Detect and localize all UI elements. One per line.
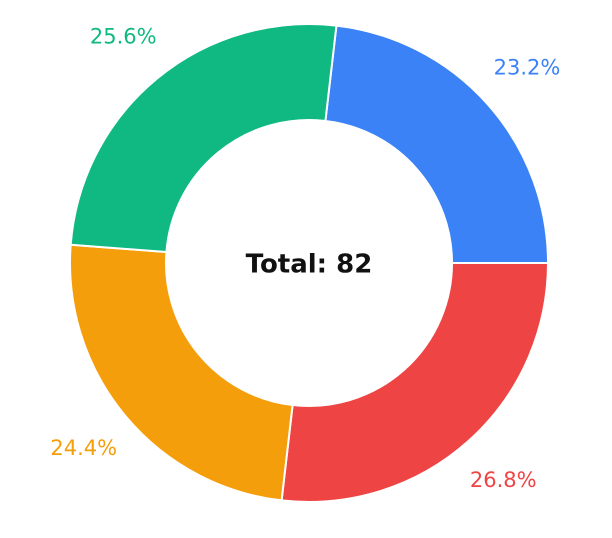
donut-slice-2 (280, 262, 550, 503)
slice-percent-label-1: 23.2% (494, 56, 561, 80)
slice-labels: 23.2% 26.8% 24.4% 25.6% (50, 25, 560, 492)
slice-percent-label-3: 24.4% (50, 436, 117, 460)
center-total-label: Total: 82 (246, 250, 373, 280)
donut-slice-4 (69, 23, 338, 254)
slice-percent-label-2: 26.8% (470, 468, 537, 492)
slice-percent-label-4: 25.6% (90, 25, 157, 49)
donut-slice-1 (324, 24, 550, 264)
donut-slice-3 (69, 243, 294, 502)
donut-slices (69, 23, 550, 503)
